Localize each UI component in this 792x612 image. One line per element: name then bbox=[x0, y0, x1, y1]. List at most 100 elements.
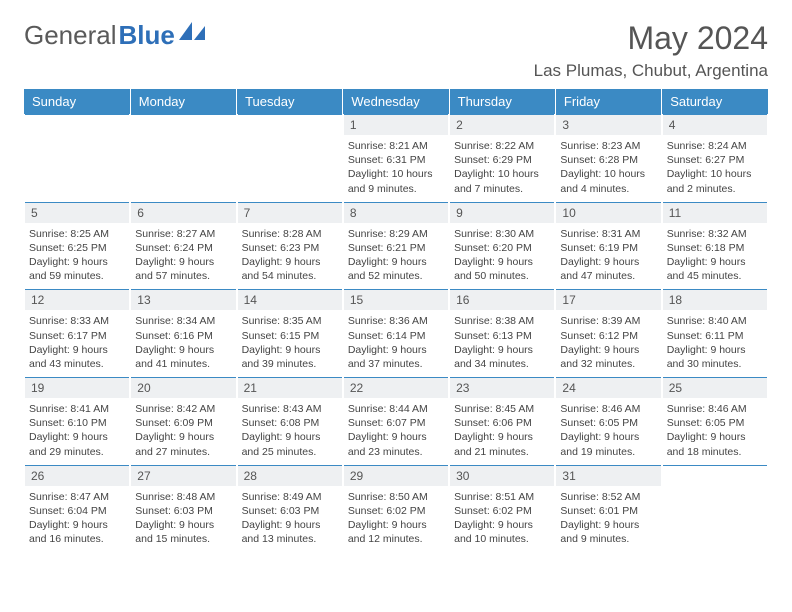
daylight-line1: Daylight: 9 hours bbox=[667, 430, 763, 444]
daylight-line2: and 9 minutes. bbox=[348, 182, 444, 196]
sail-icon bbox=[179, 18, 205, 49]
calendar-cell: 22Sunrise: 8:44 AMSunset: 6:07 PMDayligh… bbox=[343, 377, 449, 465]
calendar-cell: 8Sunrise: 8:29 AMSunset: 6:21 PMDaylight… bbox=[343, 202, 449, 290]
calendar-week: 26Sunrise: 8:47 AMSunset: 6:04 PMDayligh… bbox=[24, 465, 768, 553]
weekday-header: Sunday bbox=[24, 89, 130, 114]
day-number: 5 bbox=[25, 202, 129, 223]
day-info: Sunrise: 8:34 AMSunset: 6:16 PMDaylight:… bbox=[131, 310, 235, 377]
day-number: 9 bbox=[450, 202, 554, 223]
sunset: Sunset: 6:15 PM bbox=[242, 329, 338, 343]
daylight-line1: Daylight: 9 hours bbox=[454, 518, 550, 532]
calendar-cell: 6Sunrise: 8:27 AMSunset: 6:24 PMDaylight… bbox=[130, 202, 236, 290]
sunset: Sunset: 6:03 PM bbox=[242, 504, 338, 518]
sunset: Sunset: 6:24 PM bbox=[135, 241, 231, 255]
daylight-line2: and 59 minutes. bbox=[29, 269, 125, 283]
calendar-cell: 18Sunrise: 8:40 AMSunset: 6:11 PMDayligh… bbox=[662, 289, 768, 377]
calendar-cell: 7Sunrise: 8:28 AMSunset: 6:23 PMDaylight… bbox=[237, 202, 343, 290]
day-info: Sunrise: 8:38 AMSunset: 6:13 PMDaylight:… bbox=[450, 310, 554, 377]
day-number: 10 bbox=[556, 202, 660, 223]
daylight-line1: Daylight: 9 hours bbox=[29, 343, 125, 357]
sunrise: Sunrise: 8:33 AM bbox=[29, 314, 125, 328]
daylight-line2: and 9 minutes. bbox=[560, 532, 656, 546]
sunset: Sunset: 6:01 PM bbox=[560, 504, 656, 518]
sunrise: Sunrise: 8:38 AM bbox=[454, 314, 550, 328]
sunrise: Sunrise: 8:48 AM bbox=[135, 490, 231, 504]
daylight-line2: and 41 minutes. bbox=[135, 357, 231, 371]
day-info: Sunrise: 8:43 AMSunset: 6:08 PMDaylight:… bbox=[238, 398, 342, 465]
daylight-line1: Daylight: 9 hours bbox=[29, 430, 125, 444]
calendar-cell: 25Sunrise: 8:46 AMSunset: 6:05 PMDayligh… bbox=[662, 377, 768, 465]
daylight-line1: Daylight: 9 hours bbox=[348, 518, 444, 532]
day-number bbox=[131, 114, 235, 135]
calendar-cell: 5Sunrise: 8:25 AMSunset: 6:25 PMDaylight… bbox=[24, 202, 130, 290]
calendar-cell: 24Sunrise: 8:46 AMSunset: 6:05 PMDayligh… bbox=[555, 377, 661, 465]
day-info: Sunrise: 8:25 AMSunset: 6:25 PMDaylight:… bbox=[25, 223, 129, 290]
sunset: Sunset: 6:20 PM bbox=[454, 241, 550, 255]
calendar-week: 5Sunrise: 8:25 AMSunset: 6:25 PMDaylight… bbox=[24, 202, 768, 290]
sunrise: Sunrise: 8:49 AM bbox=[242, 490, 338, 504]
sunset: Sunset: 6:02 PM bbox=[348, 504, 444, 518]
day-info: Sunrise: 8:35 AMSunset: 6:15 PMDaylight:… bbox=[238, 310, 342, 377]
sunset: Sunset: 6:27 PM bbox=[667, 153, 763, 167]
daylight-line1: Daylight: 9 hours bbox=[29, 518, 125, 532]
daylight-line2: and 37 minutes. bbox=[348, 357, 444, 371]
day-info: Sunrise: 8:41 AMSunset: 6:10 PMDaylight:… bbox=[25, 398, 129, 465]
sunrise: Sunrise: 8:52 AM bbox=[560, 490, 656, 504]
calendar-cell: 3Sunrise: 8:23 AMSunset: 6:28 PMDaylight… bbox=[555, 114, 661, 202]
sunset: Sunset: 6:05 PM bbox=[667, 416, 763, 430]
daylight-line2: and 43 minutes. bbox=[29, 357, 125, 371]
daylight-line2: and 19 minutes. bbox=[560, 445, 656, 459]
logo: GeneralBlue bbox=[24, 20, 205, 51]
day-info: Sunrise: 8:23 AMSunset: 6:28 PMDaylight:… bbox=[556, 135, 660, 202]
daylight-line2: and 45 minutes. bbox=[667, 269, 763, 283]
day-number: 23 bbox=[450, 377, 554, 398]
day-number bbox=[238, 114, 342, 135]
day-number bbox=[25, 114, 129, 135]
weekday-header: Saturday bbox=[662, 89, 768, 114]
sunset: Sunset: 6:23 PM bbox=[242, 241, 338, 255]
sunset: Sunset: 6:11 PM bbox=[667, 329, 763, 343]
daylight-line2: and 52 minutes. bbox=[348, 269, 444, 283]
day-number: 17 bbox=[556, 289, 660, 310]
day-number: 4 bbox=[663, 114, 767, 135]
header: GeneralBlue May 2024 Las Plumas, Chubut,… bbox=[24, 20, 768, 81]
sunrise: Sunrise: 8:27 AM bbox=[135, 227, 231, 241]
daylight-line1: Daylight: 9 hours bbox=[560, 255, 656, 269]
day-number: 16 bbox=[450, 289, 554, 310]
day-number: 25 bbox=[663, 377, 767, 398]
sunrise: Sunrise: 8:39 AM bbox=[560, 314, 656, 328]
calendar-cell: 17Sunrise: 8:39 AMSunset: 6:12 PMDayligh… bbox=[555, 289, 661, 377]
day-number: 15 bbox=[344, 289, 448, 310]
day-info: Sunrise: 8:45 AMSunset: 6:06 PMDaylight:… bbox=[450, 398, 554, 465]
calendar-week: 19Sunrise: 8:41 AMSunset: 6:10 PMDayligh… bbox=[24, 377, 768, 465]
weekday-header: Thursday bbox=[449, 89, 555, 114]
sunrise: Sunrise: 8:21 AM bbox=[348, 139, 444, 153]
day-info: Sunrise: 8:49 AMSunset: 6:03 PMDaylight:… bbox=[238, 486, 342, 553]
calendar-cell: 12Sunrise: 8:33 AMSunset: 6:17 PMDayligh… bbox=[24, 289, 130, 377]
location: Las Plumas, Chubut, Argentina bbox=[534, 61, 768, 81]
day-info: Sunrise: 8:46 AMSunset: 6:05 PMDaylight:… bbox=[663, 398, 767, 465]
day-info: Sunrise: 8:44 AMSunset: 6:07 PMDaylight:… bbox=[344, 398, 448, 465]
daylight-line2: and 25 minutes. bbox=[242, 445, 338, 459]
sunrise: Sunrise: 8:30 AM bbox=[454, 227, 550, 241]
sunset: Sunset: 6:18 PM bbox=[667, 241, 763, 255]
sunrise: Sunrise: 8:31 AM bbox=[560, 227, 656, 241]
daylight-line1: Daylight: 9 hours bbox=[135, 518, 231, 532]
day-info: Sunrise: 8:48 AMSunset: 6:03 PMDaylight:… bbox=[131, 486, 235, 553]
sunset: Sunset: 6:10 PM bbox=[29, 416, 125, 430]
sunset: Sunset: 6:09 PM bbox=[135, 416, 231, 430]
calendar: SundayMondayTuesdayWednesdayThursdayFrid… bbox=[24, 89, 768, 552]
daylight-line2: and 27 minutes. bbox=[135, 445, 231, 459]
day-info: Sunrise: 8:28 AMSunset: 6:23 PMDaylight:… bbox=[238, 223, 342, 290]
daylight-line1: Daylight: 10 hours bbox=[560, 167, 656, 181]
calendar-cell: 2Sunrise: 8:22 AMSunset: 6:29 PMDaylight… bbox=[449, 114, 555, 202]
day-number: 21 bbox=[238, 377, 342, 398]
sunrise: Sunrise: 8:40 AM bbox=[667, 314, 763, 328]
daylight-line1: Daylight: 9 hours bbox=[242, 430, 338, 444]
daylight-line1: Daylight: 9 hours bbox=[454, 430, 550, 444]
sunset: Sunset: 6:31 PM bbox=[348, 153, 444, 167]
sunrise: Sunrise: 8:50 AM bbox=[348, 490, 444, 504]
day-info: Sunrise: 8:36 AMSunset: 6:14 PMDaylight:… bbox=[344, 310, 448, 377]
daylight-line2: and 15 minutes. bbox=[135, 532, 231, 546]
calendar-cell bbox=[24, 114, 130, 202]
